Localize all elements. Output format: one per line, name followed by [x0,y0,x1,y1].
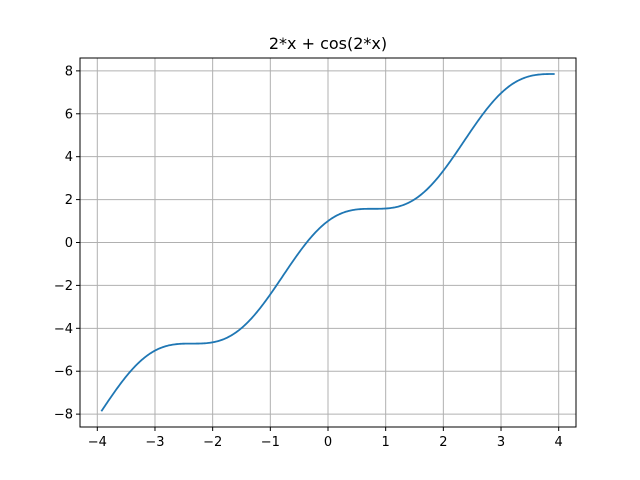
series-line-0 [100,73,555,412]
y-axis: −8 −6 −4 −2 0 2 4 6 8 [54,64,80,423]
x-tick-label: 0 [324,435,332,450]
y-tick-label: 8 [65,64,73,79]
y-tick-label: −8 [54,408,73,423]
x-tick-label: −1 [261,435,280,450]
x-tick-label: −3 [145,435,164,450]
x-tick-label: 4 [555,435,563,450]
x-tick-label: 2 [439,435,447,450]
grid [80,58,576,427]
x-axis: −4 −3 −2 −1 0 1 2 3 4 [88,427,563,450]
x-tick-label: 3 [497,435,505,450]
y-tick-label: 6 [65,107,73,122]
y-tick-label: 0 [65,236,73,251]
chart-title: 2*x + cos(2*x) [269,34,387,53]
y-tick-label: −6 [54,365,73,380]
x-tick-label: −4 [88,435,107,450]
x-tick-label: −2 [203,435,222,450]
y-tick-label: 4 [65,150,73,165]
y-tick-label: −2 [54,279,73,294]
x-tick-label: 1 [382,435,390,450]
y-tick-label: 2 [65,193,73,208]
y-tick-label: −4 [54,322,73,337]
series-layer [100,73,555,412]
